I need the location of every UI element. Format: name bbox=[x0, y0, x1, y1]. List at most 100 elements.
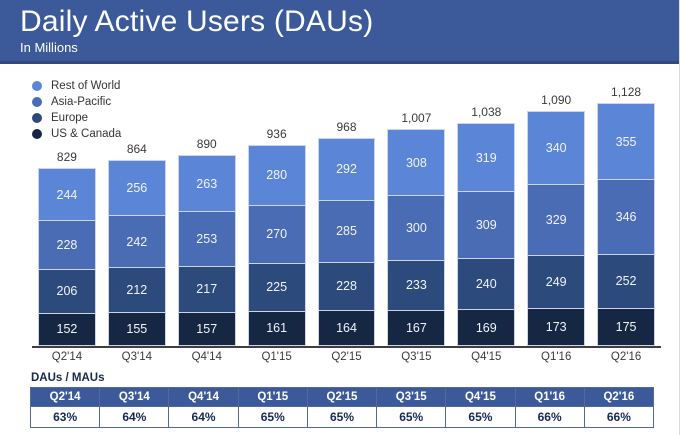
table-value-cell: 65% bbox=[237, 406, 308, 428]
page-title: Daily Active Users (DAUs) bbox=[20, 5, 374, 38]
bar-total-label: 1,128 bbox=[611, 84, 642, 99]
table-value-cell: 65% bbox=[306, 406, 378, 428]
x-axis-tick-label: Q3'15 bbox=[401, 351, 432, 363]
table-header-cell: Q2'16 bbox=[583, 387, 655, 407]
bar-total-label: 968 bbox=[336, 119, 357, 134]
bar-group: 864 256 242 212 155 bbox=[107, 142, 166, 346]
x-axis-labels: Q2'14 Q3'14 Q4'14 Q1'15 Q2'15 Q3'15 Q4'15 Q1'16… bbox=[32, 348, 661, 367]
bar-segment-us-canada: 175 bbox=[597, 307, 656, 346]
bar-segment-us-canada: 155 bbox=[107, 312, 166, 346]
bar-segment-europe: 233 bbox=[387, 259, 446, 311]
bar-segment-asia-pacific: 346 bbox=[597, 179, 656, 255]
legend-label: Rest of World bbox=[51, 80, 121, 92]
legend-item: US & Canada bbox=[32, 128, 121, 140]
stacked-bar-chart: Rest of World Asia-Pacific Europe US & Cana… bbox=[32, 64, 661, 367]
bar-group: 829 244 228 206 152 bbox=[38, 150, 96, 346]
table-value-cell: 65% bbox=[376, 406, 447, 428]
bar-total-label: 864 bbox=[126, 142, 147, 157]
bar-segment-asia-pacific: 285 bbox=[317, 200, 376, 263]
table-header-cell: Q1'16 bbox=[514, 387, 585, 407]
bar-segment-asia-pacific: 270 bbox=[247, 204, 306, 264]
table-value-cell: 66% bbox=[583, 406, 655, 428]
table-header-cell: Q4'15 bbox=[445, 387, 516, 407]
bar-segment-europe: 217 bbox=[177, 265, 236, 313]
bar-segment-us-canada: 173 bbox=[527, 308, 586, 346]
chart-legend: Rest of World Asia-Pacific Europe US & Cana… bbox=[32, 80, 121, 140]
bar-total-label: 1,090 bbox=[541, 93, 572, 108]
x-axis-tick-label: Q3'14 bbox=[121, 351, 152, 363]
table-header-cell: Q4'14 bbox=[168, 387, 239, 407]
bar-segment-rest-of-world: 355 bbox=[597, 102, 656, 181]
bar-segment-asia-pacific: 228 bbox=[38, 220, 96, 271]
bar-segment-us-canada: 169 bbox=[457, 309, 516, 346]
bar-segment-asia-pacific: 242 bbox=[107, 215, 166, 269]
bar-group: 1,007 308 300 233 167 bbox=[387, 111, 446, 346]
table-header-cell: Q2'14 bbox=[29, 387, 101, 407]
table-title: DAUs / MAUs bbox=[31, 372, 105, 384]
bar-segment-rest-of-world: 319 bbox=[457, 122, 516, 193]
table-value-cell: 64% bbox=[99, 406, 170, 428]
bar-segment-rest-of-world: 263 bbox=[177, 154, 236, 213]
chart-plot-area: 829 244 228 206 152 864 256 242 212 155 890 263 253 2… bbox=[32, 64, 661, 348]
bar-group: 1,038 319 309 240 169 bbox=[457, 104, 516, 346]
bar-segment-rest-of-world: 280 bbox=[247, 144, 306, 206]
table-header-row: Q2'14 Q3'14 Q4'14 Q1'15 Q2'15 Q3'15 Q4'15 Q1'16… bbox=[29, 387, 655, 407]
bar-group: 890 263 253 217 157 bbox=[177, 137, 236, 346]
legend-label: US & Canada bbox=[51, 128, 122, 140]
table-value-cell: 63% bbox=[29, 406, 101, 428]
bar-segment-rest-of-world: 340 bbox=[527, 111, 586, 186]
legend-color-dot bbox=[32, 113, 42, 123]
table-header-cell: Q2'15 bbox=[306, 387, 378, 407]
x-axis-tick-label: Q1'16 bbox=[541, 351, 572, 363]
legend-color-dot bbox=[32, 81, 42, 91]
bar-segment-rest-of-world: 292 bbox=[317, 137, 376, 202]
table-value-cell: 65% bbox=[445, 406, 516, 428]
bar-segment-us-canada: 161 bbox=[247, 310, 306, 346]
table-header-cell: Q3'14 bbox=[99, 387, 170, 407]
bar-segment-asia-pacific: 300 bbox=[387, 195, 446, 261]
bar-group: 1,090 340 329 249 173 bbox=[527, 93, 586, 346]
table-value-cell: 64% bbox=[168, 406, 239, 428]
bar-segment-europe: 252 bbox=[597, 253, 656, 309]
legend-item: Europe bbox=[32, 112, 121, 124]
x-axis-tick-label: Q2'16 bbox=[610, 351, 642, 363]
bar-total-label: 1,007 bbox=[401, 111, 432, 126]
bar-segment-rest-of-world: 244 bbox=[38, 168, 96, 222]
bar-segment-europe: 212 bbox=[107, 267, 166, 314]
bar-segment-us-canada: 157 bbox=[177, 311, 236, 346]
page-subtitle: In Millions bbox=[20, 40, 78, 55]
bar-segment-asia-pacific: 329 bbox=[527, 184, 586, 257]
legend-item: Asia-Pacific bbox=[32, 96, 121, 108]
x-axis-tick-label: Q4'15 bbox=[471, 351, 502, 363]
bar-segment-asia-pacific: 309 bbox=[457, 191, 516, 259]
table-value-row: 63% 64% 64% 65% 65% 65% 65% 66% 66% bbox=[29, 406, 655, 428]
bar-segment-europe: 249 bbox=[527, 255, 586, 310]
legend-label: Asia-Pacific bbox=[51, 96, 112, 108]
bar-segment-rest-of-world: 256 bbox=[107, 160, 166, 217]
bar-segment-europe: 206 bbox=[38, 269, 96, 314]
bar-segment-asia-pacific: 253 bbox=[177, 211, 236, 267]
table-header-cell: Q3'15 bbox=[376, 387, 447, 407]
dau-mau-section: DAUs / MAUs Q2'14 Q3'14 Q4'14 Q1'15 Q2'15 Q3'… bbox=[29, 372, 655, 428]
bar-total-label: 829 bbox=[56, 150, 77, 165]
legend-color-dot bbox=[32, 97, 42, 107]
bar-group: 1,128 355 346 252 175 bbox=[597, 84, 656, 346]
bar-segment-europe: 225 bbox=[247, 262, 306, 312]
title-banner: Daily Active Users (DAUs) In Millions bbox=[0, 0, 679, 64]
x-axis-tick-label: Q2'14 bbox=[51, 351, 83, 363]
bar-segment-us-canada: 164 bbox=[317, 310, 376, 346]
bar-group: 968 292 285 228 164 bbox=[317, 119, 376, 346]
legend-color-dot bbox=[32, 129, 42, 139]
x-axis-tick-label: Q2'15 bbox=[331, 351, 362, 363]
x-axis-tick-label: Q1'15 bbox=[261, 351, 292, 363]
legend-label: Europe bbox=[51, 112, 89, 124]
bar-segment-rest-of-world: 308 bbox=[387, 129, 446, 197]
table-header-cell: Q1'15 bbox=[237, 387, 308, 407]
legend-item: Rest of World bbox=[32, 80, 121, 92]
dau-mau-table: Q2'14 Q3'14 Q4'14 Q1'15 Q2'15 Q3'15 Q4'15 Q1'16… bbox=[29, 387, 655, 428]
bar-total-label: 936 bbox=[266, 126, 287, 141]
bar-segment-europe: 228 bbox=[317, 261, 376, 312]
bar-segment-europe: 240 bbox=[457, 257, 516, 311]
bar-segment-us-canada: 152 bbox=[38, 312, 96, 346]
bar-total-label: 1,038 bbox=[471, 104, 502, 119]
